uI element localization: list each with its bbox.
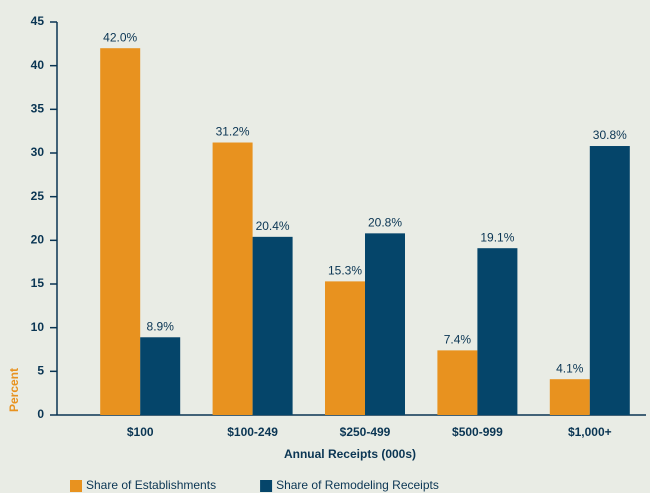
bar bbox=[549, 379, 590, 415]
bar bbox=[100, 48, 141, 415]
y-tick-label: 30 bbox=[31, 145, 45, 159]
y-tick-label: 10 bbox=[31, 320, 45, 334]
value-label: 8.9% bbox=[147, 319, 175, 333]
value-label: 30.8% bbox=[593, 128, 627, 142]
value-label: 31.2% bbox=[216, 125, 250, 139]
bar bbox=[325, 281, 365, 415]
y-tick-label: 15 bbox=[31, 276, 45, 290]
legend-swatch bbox=[260, 480, 273, 492]
y-tick-label: 45 bbox=[31, 14, 45, 28]
legend-label: Share of Establishments bbox=[86, 478, 216, 492]
value-label: 4.1% bbox=[556, 361, 584, 375]
bar bbox=[212, 142, 253, 415]
x-axis-title: Annual Receipts (000s) bbox=[284, 447, 416, 461]
bar bbox=[365, 233, 405, 415]
bar bbox=[252, 236, 293, 415]
y-tick-label: 25 bbox=[31, 189, 45, 203]
x-tick-label: $100 bbox=[127, 425, 154, 439]
x-tick-label: $500-999 bbox=[452, 425, 503, 439]
y-tick-label: 20 bbox=[31, 233, 45, 247]
value-label: 19.1% bbox=[480, 230, 514, 244]
x-tick-label: $250-499 bbox=[340, 425, 391, 439]
y-tick-label: 5 bbox=[37, 364, 44, 378]
bar bbox=[140, 337, 181, 415]
y-axis-title: Percent bbox=[7, 368, 21, 412]
bar bbox=[589, 146, 630, 415]
y-tick-label: 40 bbox=[31, 58, 45, 72]
value-label: 42.0% bbox=[103, 30, 137, 44]
value-label: 7.4% bbox=[444, 333, 472, 347]
legend-label: Share of Remodeling Receipts bbox=[276, 478, 439, 492]
y-tick-label: 0 bbox=[37, 407, 44, 421]
x-tick-label: $1,000+ bbox=[568, 425, 612, 439]
x-tick-label: $100-249 bbox=[227, 425, 278, 439]
bar bbox=[477, 248, 518, 415]
y-tick-label: 35 bbox=[31, 102, 45, 116]
legend-swatch bbox=[70, 480, 82, 492]
value-label: 20.4% bbox=[256, 219, 290, 233]
bar bbox=[437, 350, 478, 415]
value-label: 15.3% bbox=[328, 264, 362, 278]
value-label: 20.8% bbox=[368, 216, 402, 230]
